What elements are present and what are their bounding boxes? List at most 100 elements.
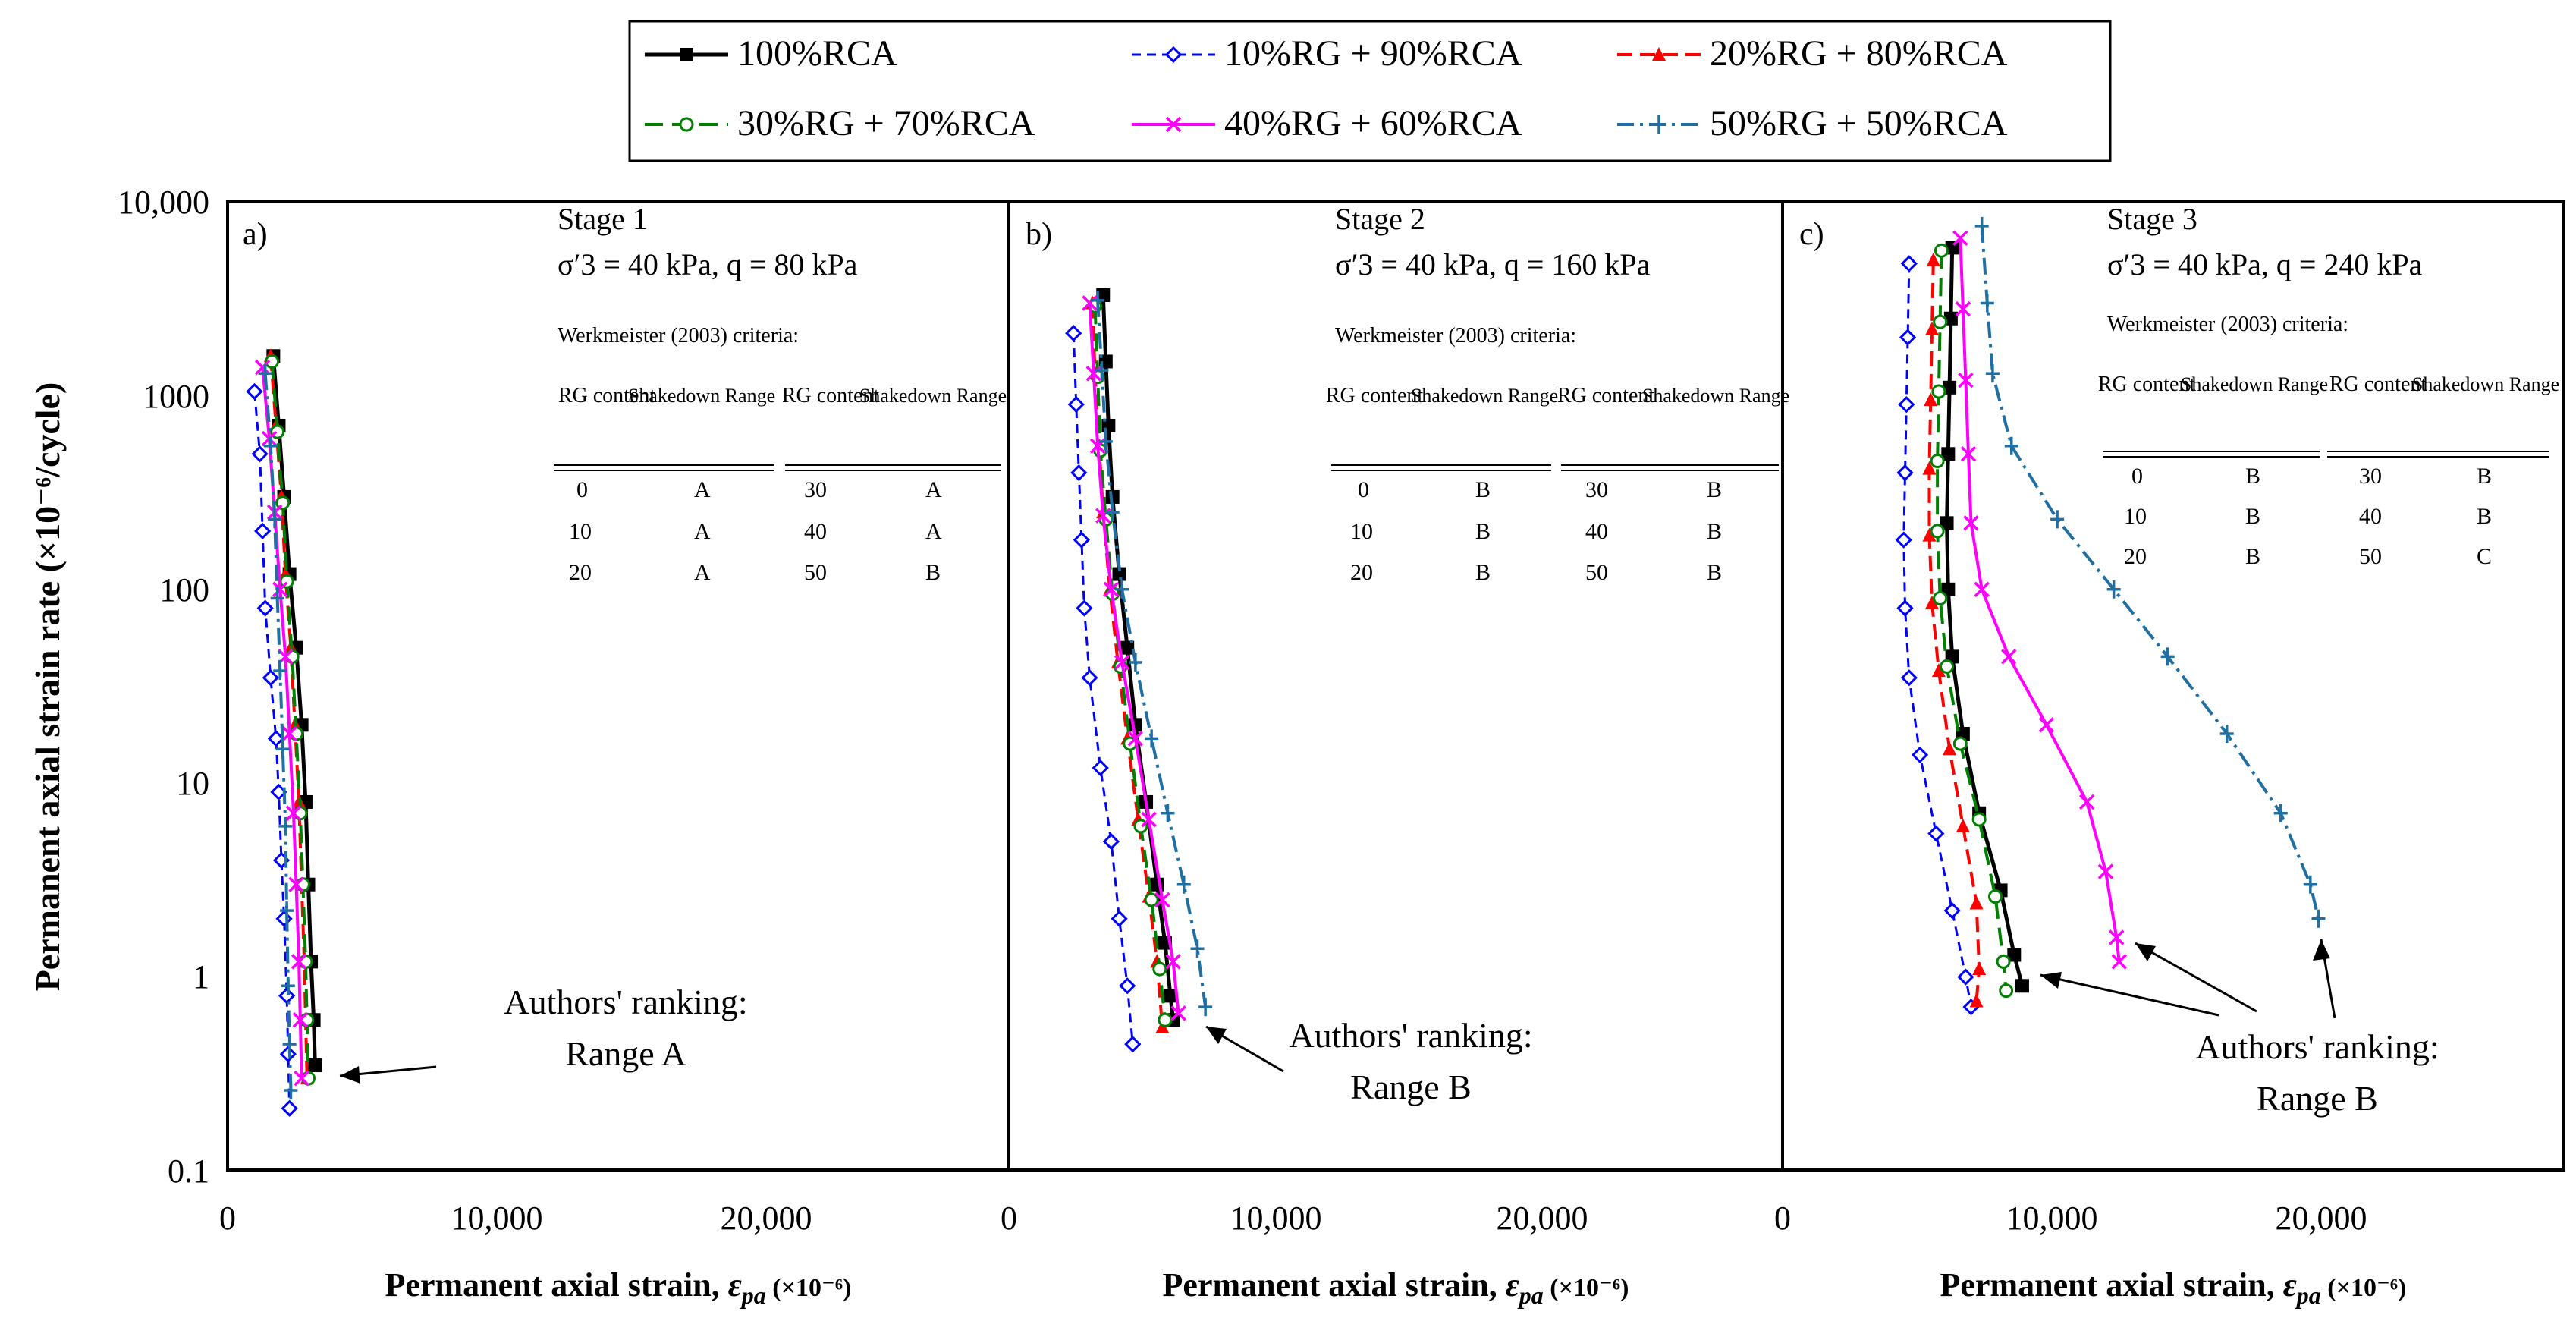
- data-point: [256, 599, 274, 617]
- series-line: [1072, 333, 1134, 1045]
- legend-marker: [679, 117, 694, 132]
- data-point: [1933, 314, 1948, 329]
- data-point: [294, 1070, 309, 1087]
- data-point: [1164, 989, 1177, 1003]
- series: [1940, 241, 2029, 993]
- legend-entry: 40%RG + 60%RCA: [1132, 103, 1522, 143]
- series: [1952, 230, 2127, 970]
- table-cell: 30: [2359, 464, 2382, 489]
- data-point: [1176, 875, 1191, 894]
- table-cell: 10: [2124, 504, 2147, 529]
- table-cell: B: [2477, 504, 2492, 529]
- data-point: [1091, 291, 1105, 310]
- data-point: [279, 1046, 297, 1063]
- table-cell: 40: [804, 519, 827, 544]
- data-point: [1974, 216, 1989, 235]
- data-point: [1141, 811, 1157, 828]
- table-header: RG content: [782, 384, 880, 407]
- table-header: Shakedown Range: [1411, 385, 1558, 407]
- data-point: [2311, 909, 2326, 928]
- x-axis-label: Permanent axial strain, εpa (×10⁻⁶): [1940, 1266, 2407, 1309]
- data-point: [288, 876, 304, 892]
- table-cell: 30: [804, 477, 827, 502]
- arrow-head: [340, 1066, 360, 1084]
- data-point: [1933, 590, 1948, 605]
- table-cell: A: [694, 519, 711, 544]
- x-tick-label: 20,000: [721, 1200, 812, 1237]
- arrow-head: [2313, 939, 2330, 961]
- data-point: [1098, 432, 1113, 451]
- stage-title: Stage 1: [558, 202, 648, 236]
- data-point: [1955, 300, 1971, 317]
- series-line: [253, 391, 291, 1109]
- data-point: [1941, 447, 1956, 461]
- table-header: Shakedown Range: [628, 385, 775, 407]
- table-cell: 10: [569, 519, 592, 544]
- series-line: [1936, 250, 2008, 991]
- table-header: RG content: [2329, 373, 2427, 396]
- data-point: [1081, 669, 1098, 687]
- x-tick-label: 10,000: [2006, 1200, 2098, 1237]
- annotation: Range B: [2257, 1079, 2378, 1118]
- series-line: [1927, 259, 1981, 1002]
- data-point: [1957, 968, 1974, 986]
- data-point: [1065, 324, 1082, 342]
- x-tick-label: 0: [1774, 1200, 1791, 1237]
- legend-marker: [1165, 116, 1182, 133]
- table-cell: A: [925, 477, 942, 502]
- table-cell: C: [2477, 544, 2492, 569]
- data-point: [1082, 295, 1098, 311]
- annotation: Range B: [1350, 1068, 1472, 1106]
- data-point: [1144, 892, 1159, 907]
- legend-frame: [628, 20, 2112, 162]
- data-point: [1085, 366, 1102, 382]
- data-point: [267, 730, 285, 747]
- table-header: Shakedown Range: [2412, 373, 2559, 395]
- series: [1091, 291, 1213, 1017]
- table-cell: B: [1707, 519, 1722, 544]
- data-point: [1925, 595, 1940, 609]
- legend-items: 100%RCA 10%RG + 90%RCA 20%RG + 80%RCA 30%RG…: [645, 33, 2008, 143]
- legend-label: 20%RG + 80%RCA: [1710, 33, 2008, 74]
- table-header: RG content: [1326, 384, 1424, 407]
- data-point: [254, 522, 272, 540]
- data-point: [1952, 230, 1968, 247]
- data-point: [2097, 863, 2114, 879]
- panel-a: a) Stage 1 σ′3 = 40 kPa, q = 80 kPa Werk…: [243, 202, 1007, 1084]
- panel-label: c): [1799, 217, 1824, 252]
- data-point: [1124, 1036, 1142, 1053]
- data-point: [284, 1081, 298, 1100]
- series: [1974, 216, 2326, 928]
- data-point: [1971, 812, 1987, 827]
- panel-label: a): [243, 217, 268, 252]
- legend-entry: 10%RG + 90%RCA: [1132, 33, 1522, 74]
- table-cell: B: [1475, 560, 1491, 585]
- data-point: [285, 805, 302, 821]
- data-point: [1190, 939, 1205, 958]
- panel-series-group: [246, 348, 322, 1117]
- x-axis-label: Permanent axial strain, εpa (×10⁻⁶): [1163, 1266, 1629, 1309]
- data-point: [1111, 910, 1128, 927]
- series: [1096, 288, 1180, 1027]
- table-cell: B: [2477, 464, 2492, 489]
- data-point: [1931, 663, 1946, 678]
- panel-label: b): [1026, 217, 1052, 252]
- data-point: [278, 987, 296, 1005]
- legend: 100%RCA 10%RG + 90%RCA 20%RG + 80%RCA 30%RG…: [628, 20, 2112, 162]
- criteria-label: Werkmeister (2003) criteria:: [2107, 313, 2348, 336]
- data-point: [1963, 515, 1979, 531]
- data-point: [281, 725, 297, 742]
- series: [1895, 255, 1980, 1016]
- series: [1930, 243, 2014, 999]
- y-tick-label: 1000: [143, 378, 209, 415]
- data-point: [1198, 998, 1213, 1017]
- arrow-head: [1206, 1027, 1227, 1044]
- data-point: [1924, 392, 1938, 407]
- data-point: [1152, 961, 1167, 977]
- data-point: [1112, 567, 1126, 581]
- series: [1065, 324, 1142, 1053]
- data-point: [1958, 372, 1974, 388]
- table-header: RG content: [1557, 384, 1655, 407]
- data-point: [1943, 311, 1958, 326]
- data-point: [1899, 329, 1917, 346]
